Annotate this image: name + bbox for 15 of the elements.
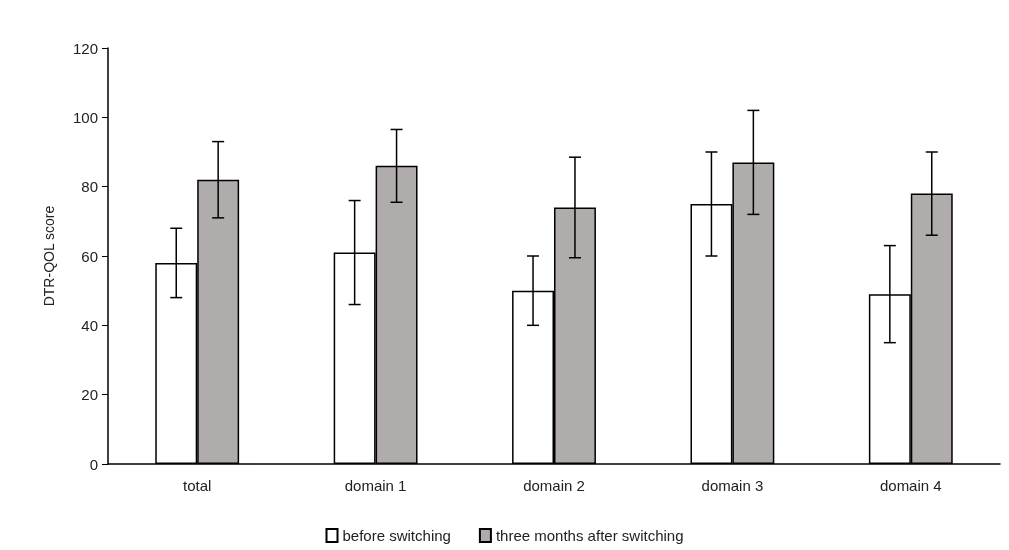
x-tick-label: total <box>183 477 212 494</box>
x-tick-label: domain 4 <box>879 477 942 494</box>
y-axis-title: DTR-QOL score <box>41 205 57 307</box>
y-tick-label: 40 <box>81 316 98 334</box>
x-tick-label: domain 1 <box>344 477 407 494</box>
y-tick-label: 20 <box>81 386 98 404</box>
y-tick-label: 100 <box>72 108 98 126</box>
x-tick-label: domain 2 <box>523 477 585 494</box>
legend-label: before switching <box>342 527 451 544</box>
y-tick-label: 0 <box>89 455 98 473</box>
legend-label: three months after switching <box>495 527 684 544</box>
y-tick-label: 120 <box>72 39 98 57</box>
y-tick-label: 80 <box>81 178 98 196</box>
x-tick-label: domain 3 <box>701 477 764 494</box>
y-tick-label: 60 <box>81 247 98 265</box>
